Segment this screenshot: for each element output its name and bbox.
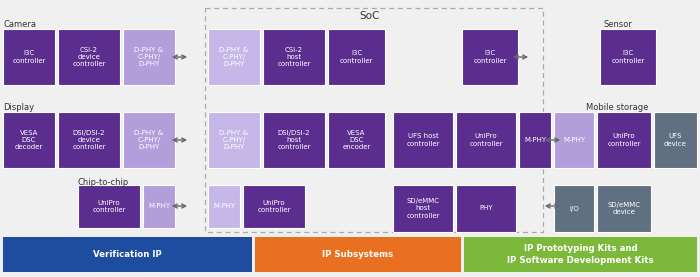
Bar bbox=[654, 112, 697, 168]
Text: DSI/DSI-2
host
controller: DSI/DSI-2 host controller bbox=[277, 130, 311, 150]
Bar bbox=[519, 112, 551, 168]
Bar bbox=[58, 29, 120, 85]
Text: UFS
device: UFS device bbox=[664, 133, 687, 147]
Text: D-PHY &
C-PHY/
D-PHY: D-PHY & C-PHY/ D-PHY bbox=[134, 47, 164, 67]
Text: M-PHY: M-PHY bbox=[213, 204, 235, 209]
Text: SoC: SoC bbox=[360, 11, 380, 21]
Bar bbox=[3, 29, 55, 85]
Bar bbox=[554, 112, 594, 168]
Bar bbox=[597, 185, 651, 232]
Text: IP Subsystems: IP Subsystems bbox=[323, 250, 393, 259]
Text: I3C
controller: I3C controller bbox=[340, 50, 373, 64]
Bar bbox=[456, 185, 516, 232]
Text: SD/eMMC
host
controller: SD/eMMC host controller bbox=[406, 198, 440, 219]
Text: M-PHY: M-PHY bbox=[563, 137, 585, 143]
Bar bbox=[600, 29, 656, 85]
Bar bbox=[456, 112, 516, 168]
Text: D-PHY &
C-PHY/
D-PHY: D-PHY & C-PHY/ D-PHY bbox=[219, 47, 248, 67]
Text: UniPro
controller: UniPro controller bbox=[608, 133, 640, 147]
Bar bbox=[208, 29, 260, 85]
Text: Chip-to-chip: Chip-to-chip bbox=[78, 178, 130, 187]
Text: VESA
DSC
decoder: VESA DSC decoder bbox=[15, 130, 43, 150]
Text: CSI-2
host
controller: CSI-2 host controller bbox=[277, 47, 311, 67]
Text: UniPro
controller: UniPro controller bbox=[469, 133, 503, 147]
Bar bbox=[554, 185, 594, 232]
Bar bbox=[3, 112, 55, 168]
Text: CSI-2
device
controller: CSI-2 device controller bbox=[72, 47, 106, 67]
Bar bbox=[393, 112, 453, 168]
Text: M-PHY: M-PHY bbox=[148, 204, 170, 209]
Text: M-PHY: M-PHY bbox=[524, 137, 546, 143]
Text: I3C
controller: I3C controller bbox=[13, 50, 46, 64]
Text: PHY: PHY bbox=[480, 206, 493, 212]
Text: Camera: Camera bbox=[3, 20, 36, 29]
Bar bbox=[328, 112, 385, 168]
Text: I/O: I/O bbox=[569, 206, 579, 212]
Bar bbox=[123, 112, 175, 168]
Text: D-PHY &
C-PHY/
D-PHY: D-PHY & C-PHY/ D-PHY bbox=[219, 130, 248, 150]
Bar bbox=[597, 112, 651, 168]
Text: I3C
controller: I3C controller bbox=[473, 50, 507, 64]
Text: UniPro
controller: UniPro controller bbox=[258, 200, 290, 213]
Text: IP Prototyping Kits and
IP Software Development Kits: IP Prototyping Kits and IP Software Deve… bbox=[508, 244, 654, 265]
Bar bbox=[143, 185, 175, 228]
Text: I3C
controller: I3C controller bbox=[611, 50, 645, 64]
Text: VESA
DSC
encoder: VESA DSC encoder bbox=[342, 130, 371, 150]
Bar bbox=[263, 112, 325, 168]
Text: UFS host
controller: UFS host controller bbox=[406, 133, 440, 147]
Bar bbox=[78, 185, 140, 228]
Bar bbox=[464, 237, 697, 272]
Text: Verification IP: Verification IP bbox=[93, 250, 162, 259]
Text: D-PHY &
C-PHY/
D-PHY: D-PHY & C-PHY/ D-PHY bbox=[134, 130, 164, 150]
Bar bbox=[393, 185, 453, 232]
Bar bbox=[58, 112, 120, 168]
Bar bbox=[208, 112, 260, 168]
Text: Display: Display bbox=[3, 103, 34, 112]
Bar bbox=[328, 29, 385, 85]
Text: UniPro
controller: UniPro controller bbox=[92, 200, 126, 213]
Text: SD/eMMC
device: SD/eMMC device bbox=[608, 202, 640, 215]
Text: Sensor: Sensor bbox=[604, 20, 633, 29]
Bar bbox=[263, 29, 325, 85]
Bar bbox=[255, 237, 461, 272]
Bar bbox=[123, 29, 175, 85]
Bar bbox=[243, 185, 305, 228]
Bar bbox=[462, 29, 518, 85]
Bar bbox=[208, 185, 240, 228]
Text: DSI/DSI-2
device
controller: DSI/DSI-2 device controller bbox=[72, 130, 106, 150]
Text: Mobile storage: Mobile storage bbox=[586, 103, 648, 112]
Bar bbox=[3, 237, 252, 272]
Bar bbox=[205, 8, 543, 232]
